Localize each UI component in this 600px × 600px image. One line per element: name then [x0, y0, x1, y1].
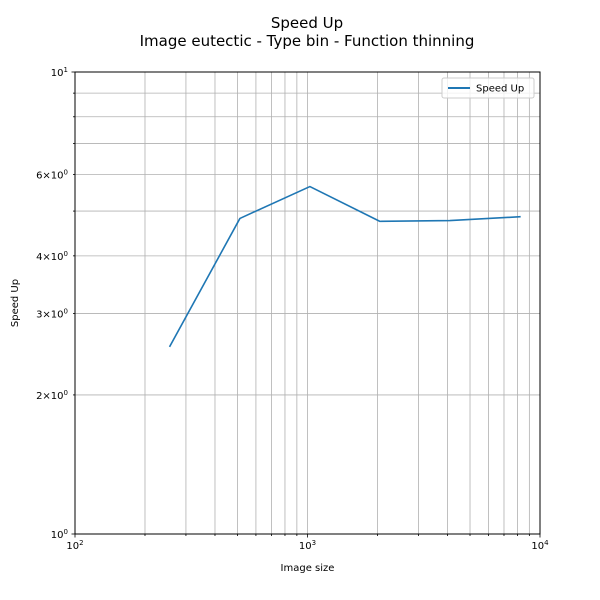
y-tick-label: 100 — [51, 528, 68, 541]
y-tick-label: 3×100 — [36, 308, 68, 321]
x-tick-label: 102 — [66, 539, 83, 552]
y-tick-label: 6×100 — [36, 168, 68, 181]
x-axis-label: Image size — [281, 563, 335, 574]
legend: Speed Up — [441, 77, 535, 99]
chart-title: Speed Up — [271, 14, 343, 32]
chart-subtitle: Image eutectic - Type bin - Function thi… — [140, 32, 475, 50]
y-axis-label: Speed Up — [10, 279, 21, 327]
x-tick-label: 103 — [299, 539, 316, 552]
y-tick-label: 2×100 — [36, 389, 68, 402]
legend-box — [441, 77, 535, 99]
ticks: 102 103 104 100 101 2×100 3×100 4×100 6×100 — [36, 66, 549, 552]
grid — [74, 72, 540, 535]
x-tick-label: 104 — [531, 539, 549, 552]
series-line-0 — [168, 185, 521, 348]
y-tick-label: 101 — [51, 66, 68, 79]
legend-label-speed-up: Speed Up — [476, 84, 524, 95]
series-layer — [168, 185, 521, 348]
y-tick-label: 4×100 — [36, 250, 68, 263]
